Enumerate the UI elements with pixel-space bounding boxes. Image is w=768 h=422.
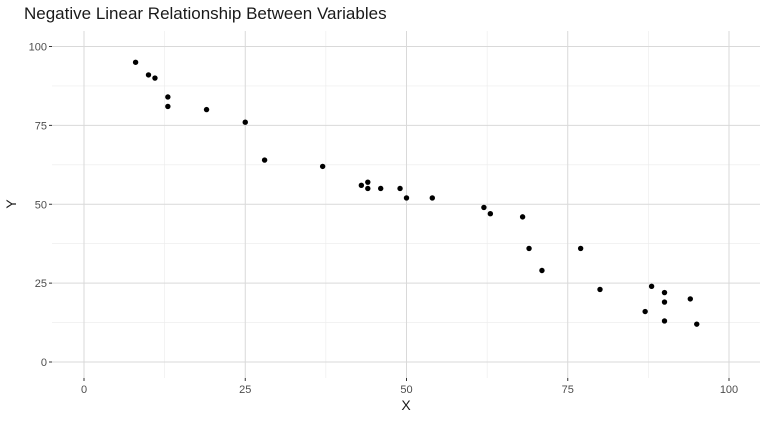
data-point bbox=[358, 182, 365, 189]
data-point bbox=[526, 245, 532, 252]
x-tick-label: 75 bbox=[562, 384, 574, 396]
x-tick-label: 0 bbox=[81, 384, 87, 396]
data-point bbox=[429, 195, 435, 201]
y-tick-label: 100 bbox=[29, 42, 47, 54]
x-axis-label: X bbox=[401, 397, 411, 413]
data-point bbox=[687, 296, 693, 302]
data-point bbox=[642, 308, 648, 315]
data-point bbox=[378, 185, 384, 192]
data-point bbox=[481, 204, 487, 211]
data-point bbox=[597, 286, 603, 293]
data-point bbox=[132, 59, 139, 65]
data-point bbox=[487, 211, 494, 217]
data-point bbox=[661, 299, 668, 305]
data-point bbox=[165, 94, 171, 100]
y-tick-label: 0 bbox=[41, 357, 47, 369]
y-tick-label: 50 bbox=[35, 199, 47, 211]
data-point bbox=[519, 214, 526, 220]
data-point bbox=[165, 103, 171, 110]
data-point bbox=[261, 157, 268, 163]
data-point bbox=[242, 119, 248, 125]
data-point bbox=[577, 245, 584, 252]
y-tick-label: 75 bbox=[35, 120, 47, 132]
y-tick-label: 25 bbox=[35, 278, 47, 290]
grid-lines bbox=[52, 31, 760, 378]
data-point bbox=[694, 321, 700, 327]
data-point bbox=[648, 283, 655, 289]
data-point bbox=[539, 267, 545, 274]
data-point bbox=[661, 289, 668, 296]
x-tick-label: 50 bbox=[400, 384, 412, 396]
data-point bbox=[365, 179, 371, 185]
data-point bbox=[319, 163, 326, 170]
x-tick-label: 25 bbox=[239, 384, 251, 396]
data-point bbox=[661, 318, 668, 324]
data-point bbox=[397, 185, 403, 192]
data-point bbox=[145, 72, 152, 78]
data-point bbox=[403, 195, 410, 201]
axis-ticks: 0 25 50 75 100 0 25 50 75 100 bbox=[29, 42, 739, 397]
data-points bbox=[132, 59, 700, 327]
chart-title: Negative Linear Relationship Between Var… bbox=[24, 4, 387, 23]
data-point bbox=[203, 106, 210, 113]
x-tick-label: 100 bbox=[720, 384, 738, 396]
data-point bbox=[152, 75, 158, 81]
data-point bbox=[365, 185, 371, 192]
